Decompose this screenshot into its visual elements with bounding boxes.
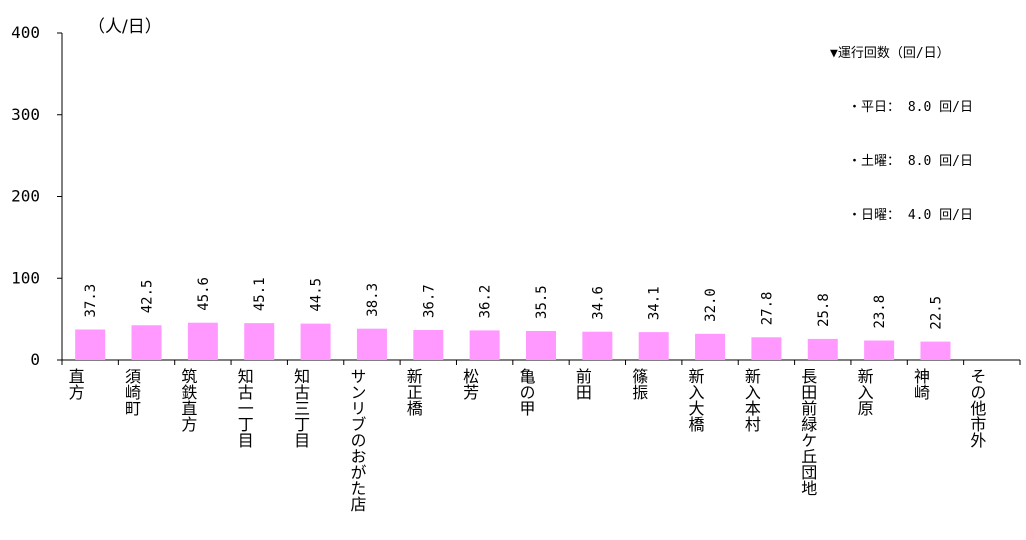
service-frequency-weekday: ・平日： 8.0 回/日 bbox=[848, 100, 973, 115]
bar bbox=[75, 329, 106, 360]
x-category-label: 新入大橋 bbox=[686, 368, 705, 433]
bar-value-label: 45.1 bbox=[252, 277, 268, 311]
x-category-label: 長田前緑ケ丘団地 bbox=[798, 368, 817, 496]
x-category-label: サンリブのおがた店 bbox=[347, 368, 366, 512]
bar bbox=[469, 330, 500, 360]
value-labels: 37.3 42.5 45.6 45.1 44.5 38.3 36.7 36.2 35.5 34.6… bbox=[83, 277, 944, 330]
service-frequency-box: ▼運行回数（回/日） ・平日： 8.0 回/日 ・土曜： 8.0 回/日 ・日曜… bbox=[830, 9, 973, 243]
bar bbox=[187, 322, 218, 360]
x-category-label: 前田 bbox=[573, 368, 592, 400]
y-tick-label: 100 bbox=[11, 268, 40, 287]
bar-value-label: 22.5 bbox=[928, 296, 944, 330]
bar-value-label: 42.5 bbox=[140, 280, 156, 314]
x-category-label: 亀の甲 bbox=[517, 368, 536, 416]
y-axis-unit-label: （人/日） bbox=[88, 17, 162, 37]
y-axis-ticks: 0 100 200 300 400 bbox=[11, 23, 62, 369]
x-category-label: 直方 bbox=[66, 368, 85, 401]
x-category-label: 知古三丁目 bbox=[291, 368, 310, 448]
x-category-label: 新入原 bbox=[855, 368, 874, 416]
bar-value-label: 45.6 bbox=[196, 277, 212, 311]
x-category-label: 新正橋 bbox=[404, 368, 423, 417]
bar bbox=[356, 328, 387, 360]
bar bbox=[413, 329, 444, 360]
x-category-label: 須崎町 bbox=[122, 368, 141, 416]
bar-value-label: 36.7 bbox=[421, 284, 437, 318]
bar-value-label: 44.5 bbox=[309, 278, 325, 312]
bar bbox=[526, 330, 556, 360]
bar bbox=[582, 331, 613, 360]
bar bbox=[751, 337, 782, 360]
y-tick-label: 0 bbox=[30, 350, 40, 369]
x-category-label: 篠振 bbox=[629, 368, 648, 401]
bar-value-label: 32.0 bbox=[703, 288, 719, 322]
y-tick-label: 200 bbox=[11, 187, 40, 206]
bar bbox=[920, 341, 951, 360]
bar-value-label: 36.2 bbox=[478, 285, 494, 319]
bar bbox=[864, 340, 895, 360]
bar bbox=[300, 323, 331, 360]
x-axis-labels: 直方 須崎町 筑鉄直方 知古一丁目 知古三丁目 サンリブのおがた店 新正橋 松芳 亀の甲 前田 篠振… bbox=[66, 368, 987, 512]
bar bbox=[244, 323, 275, 360]
bars bbox=[75, 322, 951, 360]
bar-value-label: 35.5 bbox=[534, 285, 550, 319]
y-tick-label: 300 bbox=[11, 105, 40, 124]
bar-value-label: 25.8 bbox=[816, 293, 832, 327]
service-frequency-sunday: ・日曜： 4.0 回/日 bbox=[848, 208, 973, 223]
x-category-label: その他市外 bbox=[967, 368, 986, 448]
bar-value-label: 34.6 bbox=[590, 286, 606, 320]
bar-value-label: 23.8 bbox=[872, 295, 888, 329]
x-category-label: 松芳 bbox=[460, 368, 479, 401]
bar-value-label: 38.3 bbox=[365, 283, 381, 317]
x-category-label: 新入本村 bbox=[742, 368, 761, 432]
bar-value-label: 27.8 bbox=[759, 292, 775, 326]
bar bbox=[807, 338, 838, 360]
bar-value-label: 37.3 bbox=[83, 284, 99, 318]
x-category-label: 神崎 bbox=[911, 368, 930, 400]
service-frequency-title: ▼運行回数（回/日） bbox=[830, 46, 950, 61]
x-category-label: 知古一丁目 bbox=[235, 368, 254, 448]
service-frequency-saturday: ・土曜： 8.0 回/日 bbox=[848, 154, 973, 169]
y-tick-label: 400 bbox=[11, 23, 40, 42]
bar bbox=[638, 332, 669, 360]
bar bbox=[695, 333, 726, 360]
x-category-label: 筑鉄直方 bbox=[178, 368, 197, 433]
bar bbox=[131, 325, 162, 360]
bar-value-label: 34.1 bbox=[647, 286, 663, 320]
